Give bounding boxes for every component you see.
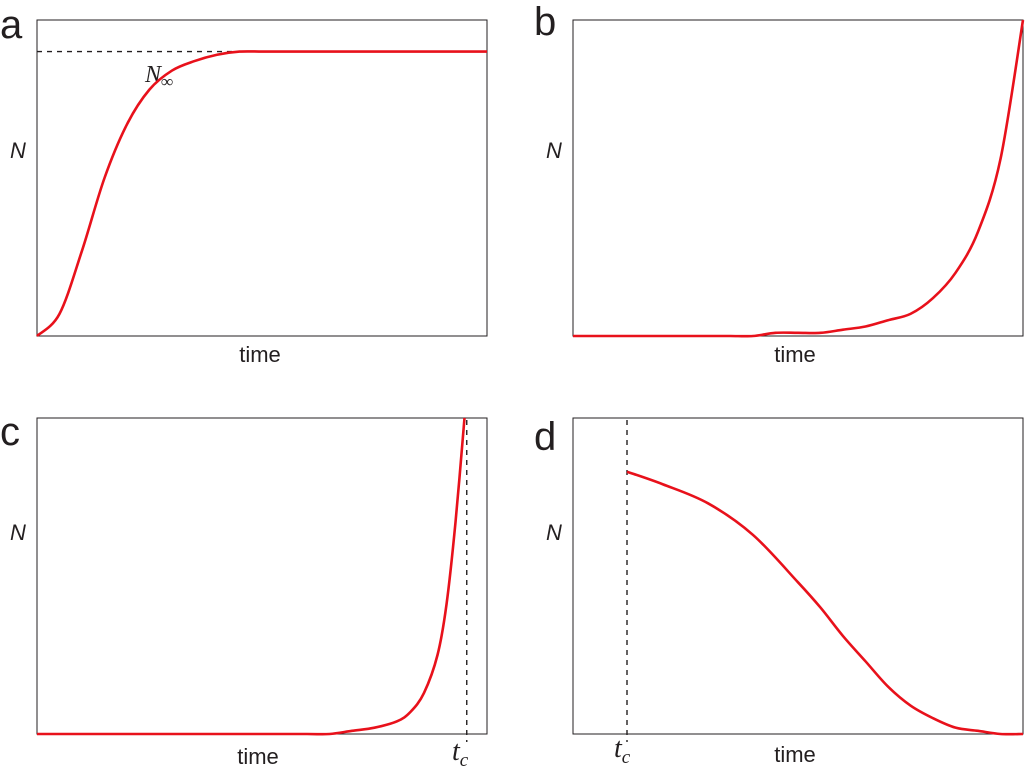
panel-c-ylabel: N bbox=[10, 520, 26, 545]
panel-a-ylabel: N bbox=[10, 138, 26, 163]
panel-c-tc-label: tc bbox=[452, 736, 469, 767]
panel-d-letter: d bbox=[534, 415, 556, 459]
panel-a-series-line bbox=[36, 50, 487, 337]
panel-c-xlabel: time bbox=[237, 744, 279, 767]
panel-c-frame bbox=[36, 417, 488, 735]
panel-b-xlabel: time bbox=[774, 342, 816, 367]
panel-d-tc-label: tc bbox=[614, 733, 631, 767]
panel-b-letter: b bbox=[534, 0, 556, 44]
panel-b-frame bbox=[572, 19, 1024, 337]
panel-d-frame bbox=[572, 417, 1024, 735]
panel-a-frame bbox=[36, 19, 488, 337]
panel-a-xlabel: time bbox=[239, 342, 281, 367]
panel-c: c N time tc bbox=[0, 410, 488, 767]
panel-d-series-line bbox=[626, 470, 1024, 736]
panel-d: d N time tc bbox=[534, 415, 1024, 767]
panel-b: b N time bbox=[534, 0, 1025, 367]
panel-b-ylabel: N bbox=[546, 138, 562, 163]
panel-d-xlabel: time bbox=[774, 742, 816, 767]
panel-a: a N time N∞ bbox=[0, 3, 488, 367]
panel-c-series-line bbox=[37, 417, 466, 736]
panel-a-letter: a bbox=[0, 3, 23, 47]
panel-c-letter: c bbox=[0, 410, 20, 454]
panel-b-series-line bbox=[573, 19, 1025, 338]
panel-d-ylabel: N bbox=[546, 520, 562, 545]
panel-a-asymptote-label: N∞ bbox=[144, 62, 173, 91]
